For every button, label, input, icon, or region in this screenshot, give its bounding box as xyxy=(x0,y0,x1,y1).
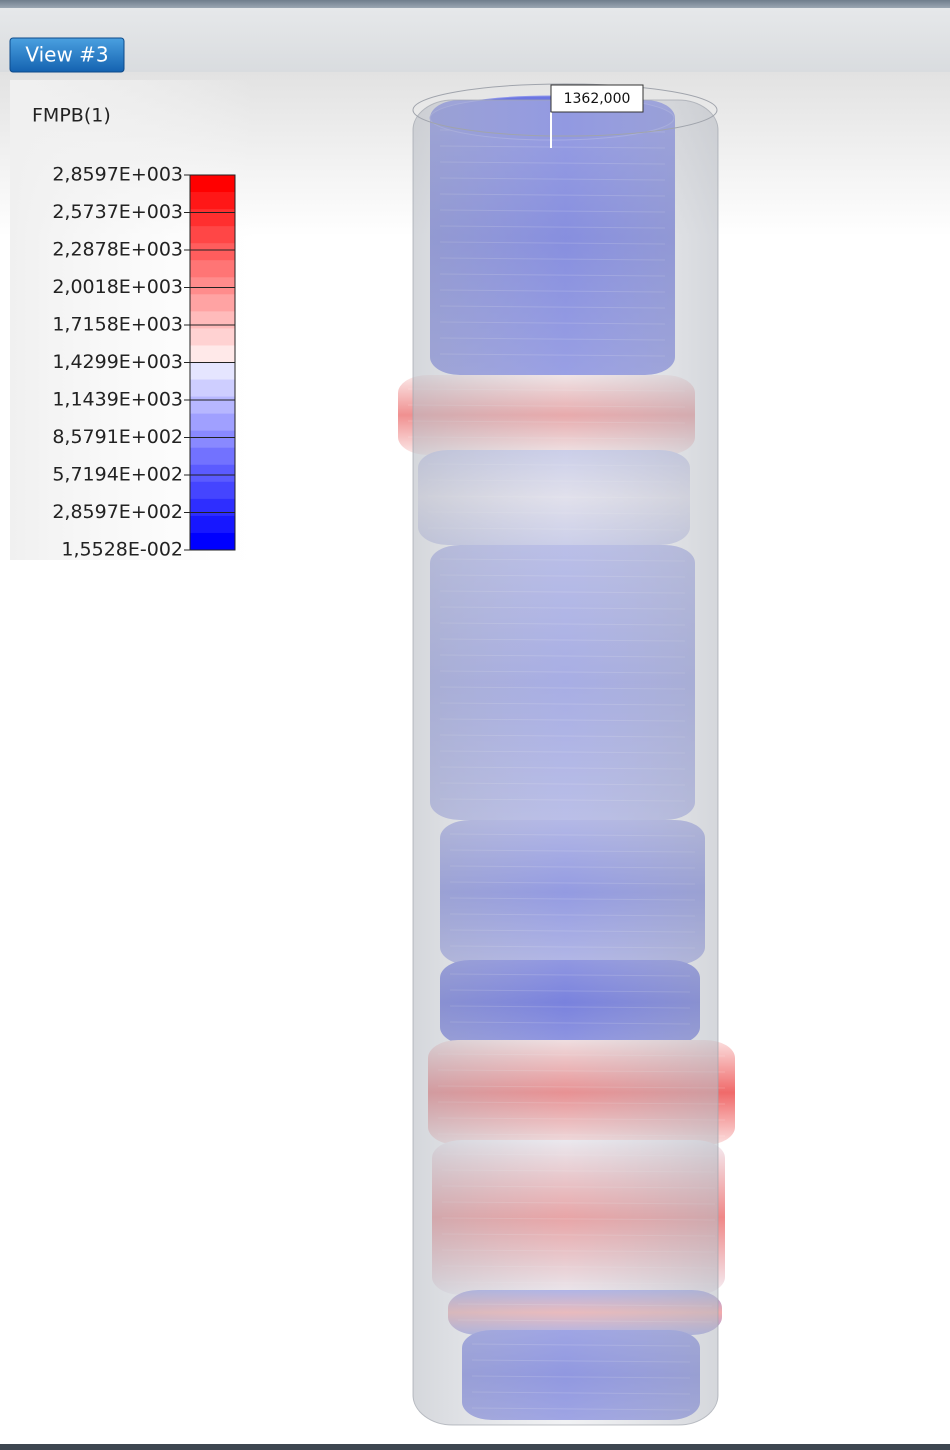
legend-label: 2,8597E+003 xyxy=(52,164,183,186)
tab-strip xyxy=(0,8,950,72)
legend-label: 2,2878E+003 xyxy=(52,239,183,261)
colorbar-band xyxy=(190,431,235,449)
colorbar-band xyxy=(190,414,235,432)
colorbar-band xyxy=(190,397,235,415)
glass-tube xyxy=(413,100,718,1425)
colorbar-band xyxy=(190,328,235,346)
legend-label: 1,5528E-002 xyxy=(61,539,183,561)
colorbar-band xyxy=(190,533,235,551)
model-3d xyxy=(398,84,735,1425)
colorbar-band xyxy=(190,260,235,278)
colorbar-band xyxy=(190,380,235,398)
annotation-label: 1362,000 xyxy=(564,91,631,107)
colorbar-band xyxy=(190,243,235,261)
legend-title: FMPB(1) xyxy=(32,105,111,127)
title-bar xyxy=(0,0,950,8)
legend-label: 8,5791E+002 xyxy=(52,426,183,448)
legend-label: 5,7194E+002 xyxy=(52,464,183,486)
colorbar-band xyxy=(190,209,235,227)
screen: View #3 FMPB(1) 2,8597E+003 2,5737E+003 2,… xyxy=(0,0,950,1450)
colorbar-band xyxy=(190,465,235,483)
colorbar-band xyxy=(190,363,235,381)
legend-label: 1,7158E+003 xyxy=(52,314,183,336)
legend-label: 1,1439E+003 xyxy=(52,389,183,411)
legend-label: 2,8597E+002 xyxy=(52,501,183,523)
legend-label: 2,0018E+003 xyxy=(52,276,183,298)
colorbar-band xyxy=(190,499,235,517)
legend-label: 2,5737E+003 xyxy=(52,201,183,223)
colorbar-band xyxy=(190,192,235,210)
tab-label[interactable]: View #3 xyxy=(25,43,108,67)
colorbar-band xyxy=(190,345,235,363)
colorbar-band xyxy=(190,516,235,534)
colorbar-band xyxy=(190,311,235,329)
legend-label: 1,4299E+003 xyxy=(52,351,183,373)
colorbar-band xyxy=(190,448,235,466)
bottom-border xyxy=(0,1444,950,1450)
colorbar-band xyxy=(190,226,235,244)
colorbar-band xyxy=(190,277,235,295)
colorbar-band xyxy=(190,175,235,193)
colorbar-band xyxy=(190,294,235,312)
colorbar-band xyxy=(190,482,235,500)
